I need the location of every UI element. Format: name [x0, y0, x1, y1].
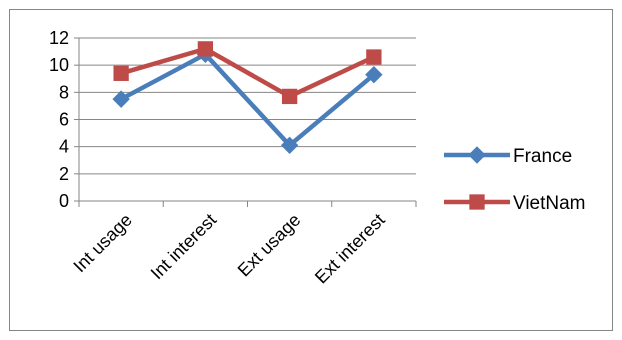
x-tick-label: Ext usage — [234, 210, 305, 281]
legend-marker — [468, 146, 486, 164]
axes — [74, 37, 417, 207]
y-tick-label: 6 — [59, 110, 69, 130]
y-tick-label: 0 — [59, 191, 69, 211]
x-tick-label: Ext interest — [311, 210, 389, 288]
series-line — [120, 52, 376, 148]
data-point — [113, 65, 129, 81]
y-tick-labels: 0 2 4 6 8 10 12 — [49, 28, 69, 211]
legend-label: VietNam — [513, 193, 586, 214]
series-markers — [112, 41, 383, 155]
y-tick-label: 10 — [49, 55, 69, 75]
gridlines — [79, 37, 416, 175]
data-point — [112, 90, 130, 108]
series-lines — [120, 46, 376, 148]
y-tick-label: 8 — [59, 82, 69, 102]
y-tick-label: 2 — [59, 164, 69, 184]
legend: France VietNam — [444, 146, 586, 214]
data-point — [281, 88, 298, 105]
y-tick-label: 4 — [59, 137, 69, 157]
legend-marker — [469, 194, 485, 210]
x-tick-label: Int interest — [147, 210, 221, 284]
x-tick-label: Int usage — [69, 210, 136, 277]
series-line — [120, 46, 375, 99]
data-point — [365, 65, 383, 84]
x-tick-labels: Int usage Int interest Ext usage Ext intere… — [69, 210, 388, 288]
data-point — [366, 49, 382, 65]
y-tick-label: 12 — [49, 28, 69, 48]
data-point — [280, 136, 299, 155]
legend-label: France — [513, 146, 572, 167]
data-point — [197, 41, 214, 57]
chart-frame — [9, 9, 613, 331]
